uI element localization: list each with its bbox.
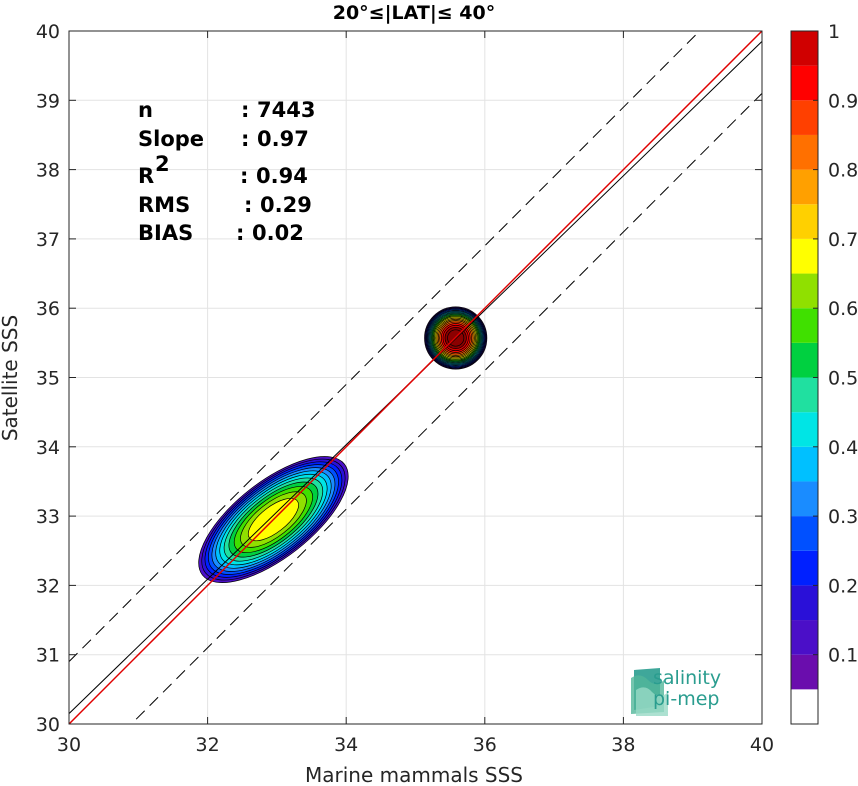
stat-label: R [138,164,154,188]
x-axis-ticks: 30 32 34 36 38 40 [57,31,774,756]
stat-label: n [138,98,153,122]
colorbar-segment [791,446,818,482]
chart-title: 20°≤|LAT|≤ 40° [333,2,496,24]
stat-value: 0.29 [260,193,312,217]
colorbar-segment [791,689,818,724]
stat-separator: : [240,164,248,188]
colorbar: 0.1 0.2 0.3 0.4 0.5 0.6 0.7 0.8 0.9 1 [790,21,858,725]
x-tick-label: 36 [473,734,497,756]
logo-line2: pi-mep [653,688,719,710]
colorbar-segment [791,308,818,343]
colorbar-segment [791,238,818,274]
y-tick-label: 35 [36,368,60,390]
colorbar-segment [791,481,818,517]
stat-label: RMS [138,193,190,217]
stat-label: Slope [138,127,204,151]
colorbar-segment [791,550,818,586]
stat-label-superscript: 2 [155,152,170,176]
y-tick-label: 30 [36,714,60,736]
colorbar-tick-label: 0.8 [828,160,858,182]
colorbar-tick-label: 0.2 [828,575,858,597]
salinity-pi-mep-logo: salinity pi-mep [631,667,721,716]
y-tick-label: 38 [36,160,60,182]
y-tick-label: 33 [36,506,60,528]
x-tick-label: 40 [750,734,774,756]
logo-waves-icon [631,668,668,716]
stat-label: BIAS [138,221,193,245]
x-tick-label: 32 [196,734,220,756]
colorbar-segment [791,100,818,135]
stat-value: 7443 [257,98,315,122]
x-tick-label: 34 [334,734,358,756]
y-tick-label: 39 [36,90,60,112]
fit-line-red [69,31,762,724]
y-axis-label: Satellite SSS [0,315,22,441]
logo-line1: salinity [653,667,721,689]
colorbar-segment [791,412,818,447]
upper-dashed-line [69,31,701,662]
colorbar-tick-label: 0.7 [828,229,858,251]
colorbar-segment [791,620,818,655]
colorbar-segment [791,585,818,621]
colorbar-segment [791,377,818,413]
y-tick-label: 36 [36,298,60,320]
stat-separator: : [236,221,244,245]
stat-value: 0.02 [252,221,304,245]
y-tick-label: 31 [36,645,60,667]
colorbar-segment [791,273,818,309]
colorbar-tick-label: 0.4 [828,437,858,459]
x-tick-label: 38 [611,734,635,756]
stat-separator: : [241,127,249,151]
colorbar-segment [791,169,818,205]
y-axis-ticks: 30 31 32 33 34 35 36 37 38 39 40 [36,21,762,736]
lower-dashed-line [130,93,762,724]
colorbar-tick-label: 0.9 [828,90,858,112]
colorbar-segment [791,654,818,690]
y-tick-label: 37 [36,229,60,251]
colorbar-tick-label: 0.1 [828,645,858,667]
colorbar-segment [791,31,818,66]
colorbar-segment [791,342,818,378]
stat-value: 0.94 [256,164,308,188]
stat-value: 0.97 [257,127,309,151]
colorbar-segment [791,516,818,551]
colorbar-tick-label: 0.3 [828,506,858,528]
stat-separator: : [244,193,252,217]
y-tick-label: 34 [36,437,60,459]
reference-lines [69,31,762,724]
x-tick-label: 30 [57,734,81,756]
colorbar-tick-label: 0.5 [828,368,858,390]
colorbar-segment [791,204,818,239]
colorbar-segment [791,65,818,101]
colorbar-segment [791,134,818,170]
colorbar-tick-label: 0.6 [828,298,858,320]
colorbar-tick-label: 1 [828,21,840,43]
x-axis-label: Marine mammals SSS [305,763,523,786]
y-tick-label: 40 [36,21,60,43]
y-tick-label: 32 [36,575,60,597]
stat-separator: : [241,98,249,122]
